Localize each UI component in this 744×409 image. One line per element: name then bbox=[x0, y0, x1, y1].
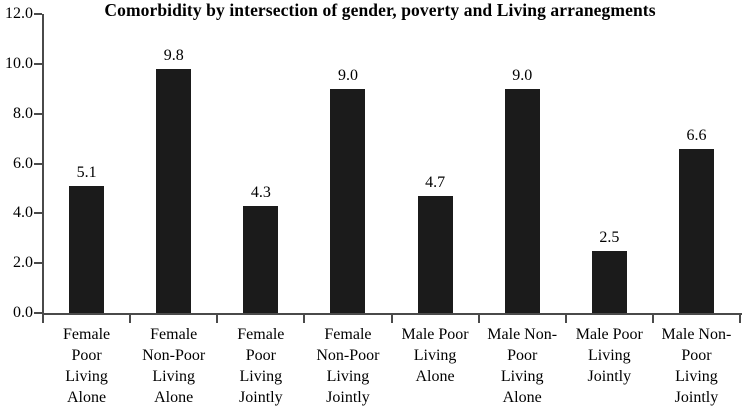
bar bbox=[69, 185, 105, 313]
x-axis-tick bbox=[564, 315, 567, 323]
bar bbox=[330, 88, 366, 313]
x-axis-tick bbox=[651, 315, 654, 323]
y-tick-label: 2.0 bbox=[13, 254, 33, 272]
chart-title: Comorbidity by intersection of gender, p… bbox=[104, 0, 656, 20]
bar bbox=[156, 68, 192, 313]
y-tick-label: 10.0 bbox=[5, 54, 33, 72]
y-axis-tick bbox=[34, 112, 42, 115]
x-axis-tick bbox=[42, 315, 44, 323]
bar bbox=[417, 195, 453, 313]
bar-value-label: 9.8 bbox=[163, 46, 184, 64]
x-category-label: Male Non- Poor Living Alone bbox=[487, 326, 558, 406]
y-axis-tick bbox=[34, 312, 42, 314]
x-category-label: Male Non- Poor Living Jointly bbox=[661, 326, 732, 406]
bar bbox=[243, 205, 279, 313]
x-category-label: Female Non-Poor Living Alone bbox=[142, 326, 206, 406]
y-tick-label: 0.0 bbox=[13, 304, 33, 321]
bar-value-label: 9.0 bbox=[512, 66, 533, 84]
x-axis-tick bbox=[390, 315, 393, 323]
x-category-label: Male Poor Living Jointly bbox=[575, 326, 643, 385]
bar bbox=[591, 250, 627, 313]
x-category-label: Female Non-Poor Living Jointly bbox=[316, 326, 380, 406]
x-axis-tick bbox=[303, 315, 306, 323]
x-axis-tick bbox=[129, 315, 132, 323]
y-axis-tick bbox=[34, 262, 42, 265]
bar bbox=[678, 148, 714, 313]
x-category-label: Female Poor Living Jointly bbox=[237, 326, 285, 406]
y-axis-tick bbox=[34, 13, 42, 15]
y-axis-tick bbox=[34, 62, 42, 65]
x-category-label: Male Poor Living Alone bbox=[401, 326, 469, 385]
bar-value-label: 4.7 bbox=[425, 173, 446, 191]
bar-value-label: 6.6 bbox=[686, 126, 707, 144]
bar-value-label: 9.0 bbox=[337, 66, 358, 84]
bar bbox=[504, 88, 540, 313]
x-axis-tick bbox=[216, 315, 219, 323]
y-axis-tick bbox=[34, 212, 42, 215]
x-axis-tick bbox=[739, 315, 741, 323]
y-tick-label: 8.0 bbox=[13, 104, 33, 122]
x-category-label: Female Poor Living Alone bbox=[63, 326, 111, 406]
bar-value-label: 4.3 bbox=[250, 183, 271, 201]
bar-value-label: 5.1 bbox=[76, 163, 97, 181]
y-tick-label: 12.0 bbox=[5, 5, 33, 22]
y-axis-line bbox=[42, 14, 44, 315]
x-axis-tick bbox=[477, 315, 480, 323]
y-tick-label: 6.0 bbox=[13, 154, 33, 172]
bar-value-label: 2.5 bbox=[599, 228, 620, 246]
y-tick-label: 4.0 bbox=[13, 204, 33, 222]
y-axis-tick bbox=[34, 162, 42, 165]
x-axis-line bbox=[42, 313, 742, 315]
